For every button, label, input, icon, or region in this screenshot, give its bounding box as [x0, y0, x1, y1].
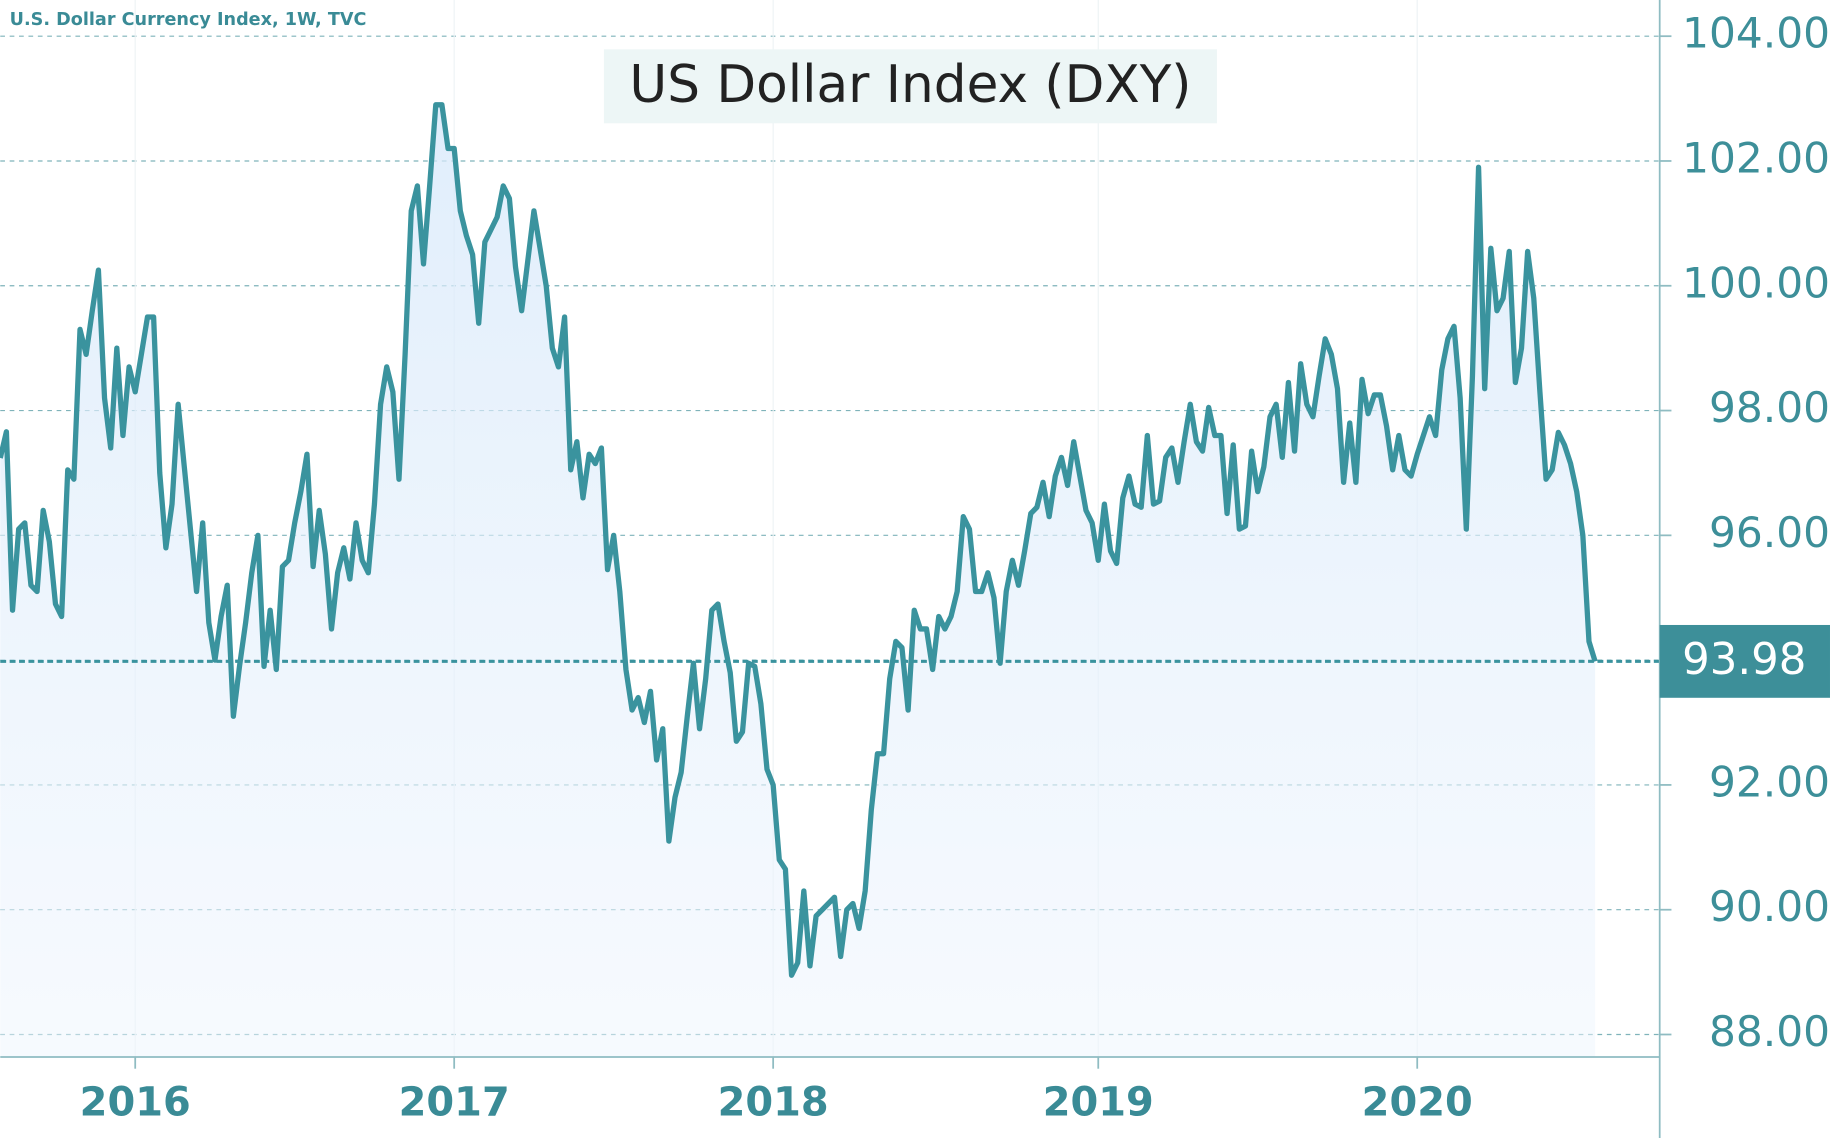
area: [0, 104, 1596, 1057]
x-tick-label: 2017: [399, 1080, 510, 1126]
x-tick-label: 2020: [1362, 1080, 1473, 1126]
last-price-label: 93.98: [1682, 635, 1806, 685]
y-tick-label: 90.00: [1709, 882, 1830, 931]
title-box: [603, 49, 1217, 124]
y-tick-label: 100.00: [1682, 258, 1830, 307]
chart-title: US Dollar Index (DXY): [629, 55, 1191, 115]
x-tick-label: 2019: [1043, 1080, 1154, 1126]
series-label: U.S. Dollar Currency Index, 1W, TVC: [10, 10, 367, 30]
y-tick-label: 104.00: [1682, 9, 1830, 58]
plot: [0, 102, 1660, 1057]
y-tick-label: 92.00: [1709, 757, 1830, 806]
y-tick-label: 96.00: [1709, 508, 1830, 557]
y-tick-label: 98.00: [1709, 383, 1830, 432]
x-tick-label: 2016: [80, 1080, 191, 1126]
line: [0, 102, 1598, 978]
x-tick-label: 2018: [718, 1080, 829, 1126]
y-tick-label: 88.00: [1709, 1007, 1830, 1056]
y-tick-label: 102.00: [1682, 133, 1830, 182]
last-price-box: [1659, 624, 1830, 698]
